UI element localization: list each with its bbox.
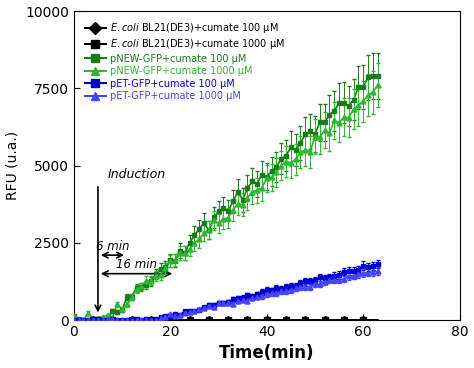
X-axis label: Time(min): Time(min) (219, 344, 314, 362)
Text: 6 min: 6 min (96, 240, 129, 253)
Text: 16 min: 16 min (116, 258, 157, 272)
Legend: $\it{E. coli}$ BL21(DE3)+cumate 100 μM, $\it{E. coli}$ BL21(DE3)+cumate 1000 μM,: $\it{E. coli}$ BL21(DE3)+cumate 100 μM, … (82, 19, 286, 103)
Text: Induction: Induction (108, 168, 166, 181)
Y-axis label: RFU (u.a.): RFU (u.a.) (6, 131, 19, 200)
